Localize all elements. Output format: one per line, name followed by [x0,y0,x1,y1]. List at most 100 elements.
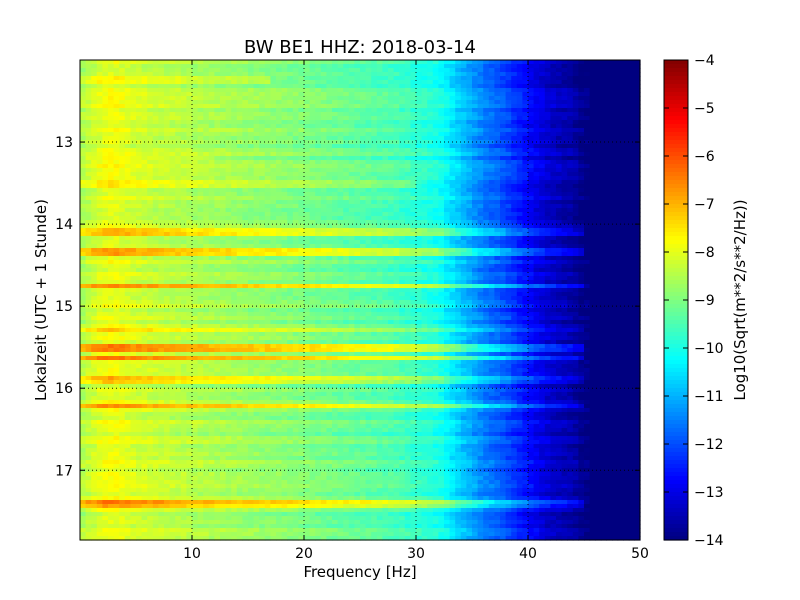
heatmap-cell [281,60,288,65]
heatmap-cell [533,184,540,189]
heatmap-cell [634,112,641,117]
heatmap-cell [85,120,92,125]
heatmap-cell [393,176,400,181]
heatmap-cell [253,136,260,141]
heatmap-cell [466,76,473,81]
heatmap-cell [175,72,182,77]
heatmap-cell [511,192,518,197]
heatmap-cell [270,140,277,145]
heatmap-cell [309,204,316,209]
heatmap-cell [634,252,641,257]
heatmap-cell [595,100,602,105]
heatmap-cell [326,64,333,69]
heatmap-cell [152,216,159,221]
heatmap-cell [612,64,619,69]
heatmap-cell [550,188,557,193]
heatmap-cell [337,68,344,73]
heatmap-cell [287,148,294,153]
heatmap-cell [528,88,535,93]
heatmap-cell [522,132,529,137]
heatmap-cell [259,104,266,109]
heatmap-cell [600,196,607,201]
heatmap-cell [119,72,126,77]
heatmap-cell [365,176,372,181]
heatmap-cell [326,244,333,249]
heatmap-cell [472,212,479,217]
heatmap-cell [287,252,294,257]
heatmap-cell [432,140,439,145]
heatmap-cell [455,180,462,185]
heatmap-cell [511,132,518,137]
heatmap-cell [399,240,406,245]
heatmap-cell [242,168,249,173]
heatmap-cell [376,168,383,173]
heatmap-cell [505,228,512,233]
heatmap-cell [197,216,204,221]
heatmap-cell [376,176,383,181]
heatmap-cell [276,184,283,189]
heatmap-cell [500,120,507,125]
heatmap-cell [231,236,238,241]
heatmap-cell [96,108,103,113]
heatmap-cell [281,188,288,193]
heatmap-cell [561,244,568,249]
heatmap-cell [382,184,389,189]
heatmap-cell [292,192,299,197]
heatmap-cell [460,180,467,185]
heatmap-cell [500,232,507,237]
heatmap-cell [449,212,456,217]
heatmap-cell [231,216,238,221]
heatmap-cell [225,204,232,209]
heatmap-cell [320,168,327,173]
heatmap-cell [236,192,243,197]
heatmap-cell [472,124,479,129]
heatmap-cell [220,60,227,65]
heatmap-cell [96,244,103,249]
heatmap-cell [220,92,227,97]
heatmap-cell [141,160,148,165]
heatmap-cell [169,180,176,185]
heatmap-cell [376,136,383,141]
heatmap-cell [371,124,378,129]
heatmap-cell [320,60,327,65]
heatmap-cell [276,76,283,81]
heatmap-cell [292,176,299,181]
heatmap-cell [416,160,423,165]
heatmap-cell [337,208,344,213]
heatmap-cell [556,68,563,73]
heatmap-cell [287,164,294,169]
heatmap-cell [332,108,339,113]
heatmap-cell [617,224,624,229]
heatmap-cell [589,76,596,81]
heatmap-cell [197,124,204,129]
heatmap-cell [595,220,602,225]
heatmap-cell [270,228,277,233]
heatmap-cell [634,224,641,229]
heatmap-cell [253,128,260,133]
heatmap-cell [164,212,171,217]
heatmap-cell [85,172,92,177]
heatmap-cell [320,204,327,209]
heatmap-cell [628,232,635,237]
heatmap-cell [472,160,479,165]
heatmap-cell [242,136,249,141]
heatmap-cell [427,72,434,77]
heatmap-cell [488,156,495,161]
heatmap-cell [388,68,395,73]
heatmap-cell [124,176,131,181]
heatmap-cell [533,192,540,197]
heatmap-cell [500,188,507,193]
heatmap-cell [242,224,249,229]
heatmap-cell [544,156,551,161]
heatmap-cell [248,112,255,117]
heatmap-cell [214,220,221,225]
heatmap-cell [208,248,215,253]
heatmap-cell [208,164,215,169]
heatmap-cell [175,228,182,233]
heatmap-cell [494,116,501,121]
heatmap-cell [124,164,131,169]
heatmap-cell [332,96,339,101]
heatmap-cell [550,164,557,169]
heatmap-cell [528,140,535,145]
heatmap-cell [511,72,518,77]
